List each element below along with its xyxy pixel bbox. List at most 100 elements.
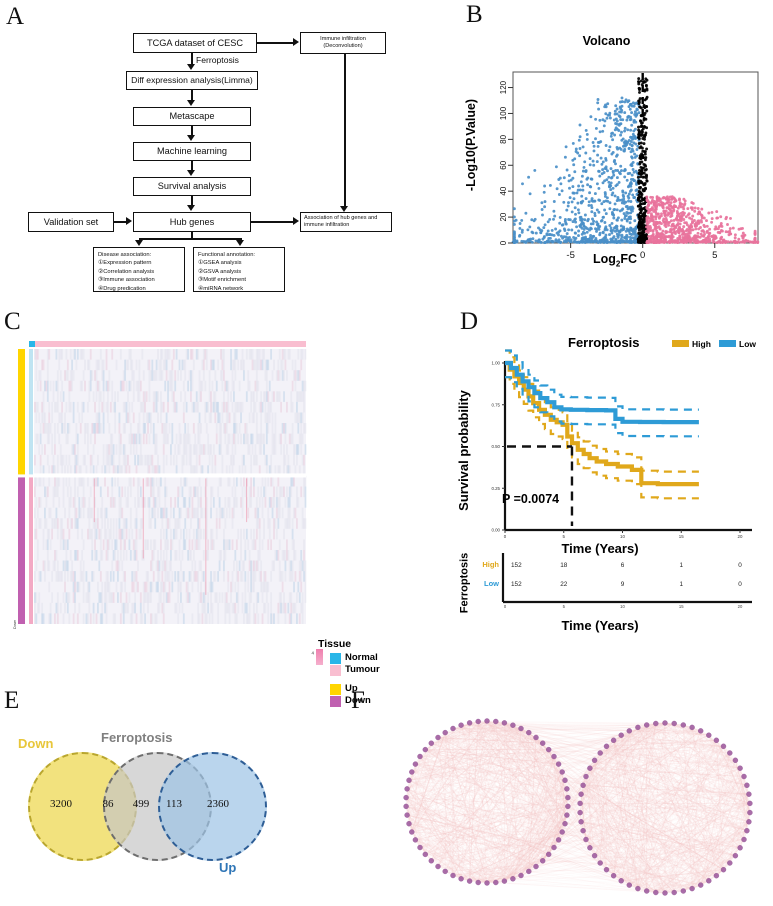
- legend-label-tumour: Tumour: [345, 664, 380, 675]
- svg-text:0.75: 0.75: [491, 402, 500, 407]
- arrow-survival-hub-icon: [187, 205, 195, 211]
- svg-text:4: 4: [312, 651, 315, 656]
- functional-annotation-item-3: ③Motif enrichment: [198, 277, 247, 284]
- connector-diff-metascape: [191, 90, 193, 101]
- functional-annotation-item-4: ④miRNA network: [198, 285, 244, 292]
- arrow-hub-functional-icon: [236, 240, 244, 246]
- panel-d-survival: D Ferroptosis High Low Survival probabil…: [450, 305, 773, 665]
- survival-legend-label-high: High: [692, 339, 711, 349]
- panel-b-letter: B: [466, 1, 483, 28]
- connector-hub-split: [139, 238, 242, 240]
- functional-annotation-item-2: ②GSVA analysis: [198, 268, 242, 275]
- svg-text:0: 0: [504, 534, 507, 539]
- legend-swatch-tumour: [330, 665, 341, 676]
- survival-legend-swatch-low: [719, 340, 736, 347]
- svg-text:0: 0: [738, 581, 742, 588]
- svg-text:10: 10: [620, 534, 625, 539]
- svg-text:15: 15: [679, 534, 684, 539]
- connector-tcga-immune: [257, 42, 294, 44]
- node-tcga-dataset: TCGA dataset of CESC: [133, 33, 257, 53]
- survival-plot-svg: 1.000.750.500.250.000 5 10 15 200 5 10 15 20High…: [482, 349, 752, 609]
- svg-text:5: 5: [563, 604, 566, 609]
- venn-value-ferroptosis-up: 113: [165, 798, 183, 810]
- svg-text:5: 5: [712, 250, 717, 261]
- disease-association-item-4: ④Drug predication: [98, 285, 146, 292]
- risk-table-x-axis-label: Time (Years): [561, 618, 639, 633]
- edge-label-ferroptosis: Ferroptosis: [196, 55, 239, 65]
- connector-tcga-diff: [191, 53, 193, 65]
- arrow-tcga-diff-icon: [187, 64, 195, 70]
- arrow-immune-association-icon: [340, 206, 348, 212]
- venn-value-ferroptosis-only: 499: [132, 798, 150, 810]
- svg-text:20: 20: [738, 604, 743, 609]
- svg-text:60: 60: [499, 160, 508, 169]
- svg-text:40: 40: [499, 186, 508, 195]
- connector-survival-hub: [191, 196, 193, 206]
- venn-value-down-only: 3200: [50, 798, 72, 810]
- disease-association-item-1: ①Expression pattern: [98, 260, 152, 267]
- legend-label-up: Up: [345, 683, 358, 694]
- svg-text:Low: Low: [484, 579, 499, 588]
- survival-legend-label-low: Low: [739, 339, 756, 349]
- panel-f-network: F: [345, 680, 773, 906]
- survival-legend-swatch-high: [672, 340, 689, 347]
- volcano-x-axis-label: Log2FC: [592, 252, 638, 269]
- svg-text:0: 0: [738, 562, 742, 569]
- survival-x-axis-label: Time (Years): [561, 541, 639, 556]
- svg-text:0.00: 0.00: [491, 528, 500, 533]
- heatmap-legend-title: Tissue: [318, 638, 352, 650]
- svg-text:152: 152: [511, 581, 522, 588]
- arrow-tcga-immune-icon: [293, 38, 299, 46]
- box-functional-annotation: Functional annotation: ①GSEA analysis ②G…: [193, 247, 285, 292]
- arrow-validation-hub-icon: [126, 217, 132, 225]
- network-svg: [403, 718, 753, 896]
- legend-label-down: Down: [345, 695, 371, 706]
- svg-text:15: 15: [679, 604, 684, 609]
- svg-text:0: 0: [504, 604, 507, 609]
- panel-a-flowchart: A TCGA dataset of CESC Immune infiltrati…: [0, 0, 440, 300]
- volcano-title: Volcano: [582, 34, 631, 48]
- survival-pvalue: P =0.0074: [502, 492, 560, 506]
- venn-label-ferroptosis: Ferroptosis: [101, 730, 173, 745]
- box-disease-association: Disease association: ①Expression pattern…: [93, 247, 185, 292]
- panel-e-letter: E: [4, 687, 20, 714]
- disease-association-item-2: ②Correlation analysis: [98, 268, 155, 275]
- connector-metascape-ml: [191, 126, 193, 136]
- svg-text:10: 10: [620, 604, 625, 609]
- volcano-plot-svg: 0 20 40 60 80 100 120 -5 0 5: [499, 71, 760, 261]
- node-machine-learning: Machine learning: [133, 142, 251, 161]
- svg-text:-5: -5: [566, 250, 574, 261]
- node-diff-expression: Diff expression analysis(Limma): [126, 71, 258, 90]
- arrow-diff-metascape-icon: [187, 100, 195, 106]
- venn-label-down: Down: [18, 736, 54, 751]
- arrow-hub-association-icon: [293, 217, 299, 225]
- svg-text:1: 1: [679, 581, 683, 588]
- node-hub-genes: Hub genes: [133, 212, 251, 232]
- svg-text:5: 5: [563, 534, 566, 539]
- functional-annotation-title: Functional annotation:: [198, 252, 256, 258]
- svg-text:0.25: 0.25: [491, 486, 500, 491]
- svg-text:152: 152: [511, 562, 522, 569]
- svg-text:1.00: 1.00: [491, 361, 500, 366]
- panel-d-letter: D: [460, 308, 479, 335]
- legend-swatch-up: [330, 684, 341, 695]
- arrow-ml-survival-icon: [187, 170, 195, 176]
- venn-circle-up: [158, 752, 267, 861]
- svg-text:22: 22: [560, 581, 568, 588]
- svg-text:0.50: 0.50: [491, 444, 500, 449]
- venn-value-down-ferroptosis: 86: [102, 798, 114, 810]
- svg-text:20: 20: [499, 212, 508, 221]
- panel-e-venn: E 3200 86 499 113 2360 Down Ferroptosis …: [0, 680, 345, 906]
- panel-b-volcano: B Volcano -Log10(P.Value) Log2FC 0 20 40 60…: [440, 0, 773, 300]
- node-survival-analysis: Survival analysis: [133, 177, 251, 196]
- svg-text:20: 20: [738, 534, 743, 539]
- risk-table-y-axis-label-text: Ferroptosis: [458, 552, 471, 613]
- svg-text:1: 1: [679, 562, 683, 569]
- survival-title: Ferroptosis: [568, 335, 640, 350]
- node-immune-infiltration: Immune infiltration (Deconvolution): [300, 32, 386, 54]
- panel-c-letter: C: [4, 308, 21, 335]
- connector-hub-down: [191, 232, 193, 239]
- legend-swatch-down: [330, 696, 341, 707]
- arrow-hub-disease-icon: [135, 240, 143, 246]
- heatmap-svg: Down420-2-4: [13, 341, 323, 665]
